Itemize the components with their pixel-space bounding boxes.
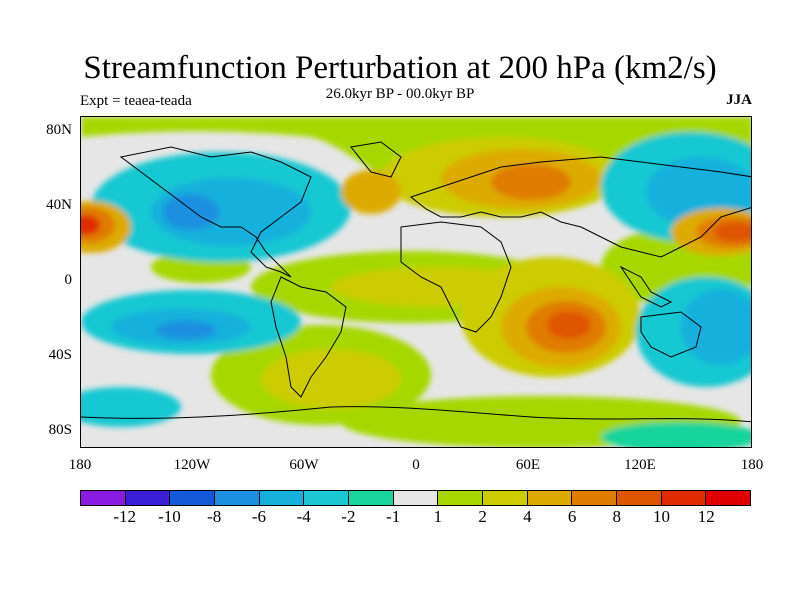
contour-band bbox=[491, 164, 571, 200]
lon-label: 120W bbox=[173, 457, 211, 473]
contour-band bbox=[714, 222, 751, 242]
colorbar-tick-label: 4 bbox=[523, 507, 532, 526]
colorbar-tick-label: -1 bbox=[386, 507, 401, 526]
colorbar-swatch bbox=[438, 491, 484, 505]
colorbar-swatch bbox=[125, 491, 171, 505]
lon-label: 60W bbox=[289, 457, 319, 473]
contour-band bbox=[681, 289, 751, 365]
colorbar-swatch bbox=[483, 491, 528, 505]
colorbar-swatch bbox=[259, 491, 305, 505]
contour-map bbox=[81, 117, 751, 447]
colorbar-swatch bbox=[304, 491, 350, 505]
colorbar-tick-label: 1 bbox=[433, 507, 443, 526]
colorbar-tick-label: -8 bbox=[207, 507, 222, 526]
plot-title: Streamfunction Perturbation at 200 hPa (… bbox=[83, 50, 717, 86]
colorbar-swatch bbox=[661, 491, 707, 505]
colorbar-swatch bbox=[81, 491, 126, 505]
colorbar-tick-label: -10 bbox=[158, 507, 181, 526]
lon-label: 120E bbox=[624, 457, 656, 473]
colorbar-swatch bbox=[527, 491, 573, 505]
coastlines bbox=[81, 141, 751, 423]
contour-band bbox=[601, 422, 751, 447]
colorbar-swatch bbox=[170, 491, 216, 505]
colorbar-tick-label: 2 bbox=[478, 507, 487, 526]
lat-label: 40S bbox=[48, 347, 72, 363]
contour-band bbox=[163, 194, 219, 230]
season-label: JJA bbox=[726, 92, 752, 108]
colorbar-tick-label: -12 bbox=[113, 507, 137, 526]
lat-label: 80N bbox=[46, 122, 72, 138]
colorbar-tick-label: -2 bbox=[341, 507, 356, 526]
contour-band bbox=[156, 321, 216, 339]
colorbar-tick-label: 8 bbox=[612, 507, 622, 526]
contour-band bbox=[81, 387, 181, 427]
plot-subtitle: 26.0kyr BP - 00.0kyr BP bbox=[325, 86, 475, 102]
contour-band bbox=[547, 311, 591, 339]
colorbar-swatch bbox=[617, 491, 662, 505]
lat-label: 80S bbox=[48, 422, 72, 438]
contour-band bbox=[261, 349, 401, 409]
colorbar-tick-label: -4 bbox=[296, 507, 311, 526]
colorbar-swatch bbox=[215, 491, 260, 505]
colorbar-tick-label: 10 bbox=[653, 507, 671, 526]
lon-label: 180 bbox=[68, 457, 92, 473]
colorbar-swatch bbox=[706, 491, 751, 505]
colorbar-tick-label: -6 bbox=[251, 507, 266, 526]
experiment-label: Expt = teaea-teada bbox=[80, 93, 192, 109]
colorbar-swatch bbox=[572, 491, 618, 505]
lat-label: 40N bbox=[46, 197, 72, 213]
colorbar bbox=[80, 490, 751, 506]
colorbar-swatch bbox=[393, 491, 439, 505]
lon-label: 60E bbox=[515, 457, 541, 473]
colorbar-swatch bbox=[349, 491, 394, 505]
lat-label: 0 bbox=[64, 272, 73, 288]
contour-band bbox=[81, 215, 100, 235]
lon-label: 180 bbox=[740, 457, 764, 473]
colorbar-tick-label: 12 bbox=[697, 507, 715, 526]
contour-band bbox=[341, 170, 401, 214]
map-panel bbox=[80, 116, 752, 448]
lon-label: 0 bbox=[412, 457, 420, 473]
colorbar-tick-label: 6 bbox=[567, 507, 577, 526]
